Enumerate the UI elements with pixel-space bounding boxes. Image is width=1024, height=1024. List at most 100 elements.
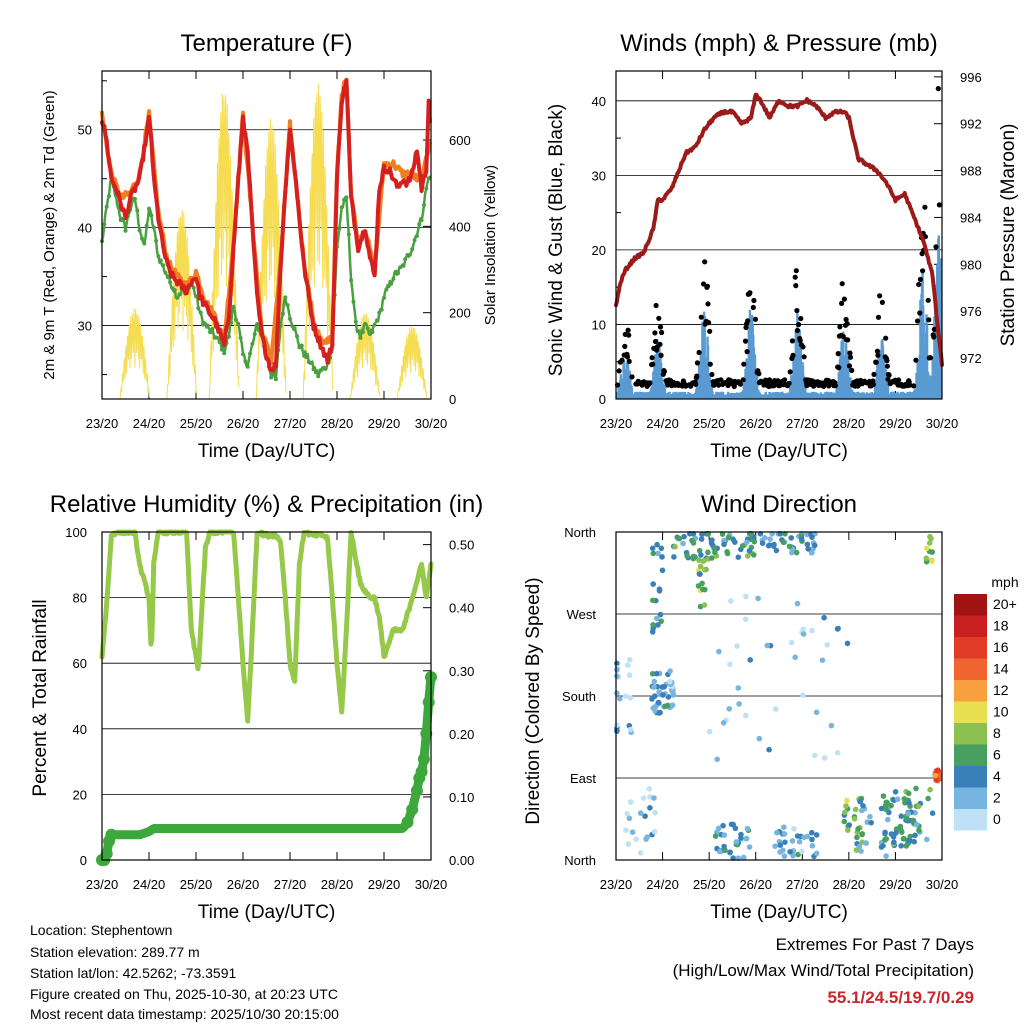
temp-point <box>278 265 283 270</box>
rh-y2tick-label: 0.40 <box>449 601 474 616</box>
dir-point <box>744 553 751 559</box>
temp-point <box>375 318 379 323</box>
wind-speed-bar <box>630 388 634 399</box>
temp-point <box>288 119 292 124</box>
temp-point <box>123 215 128 220</box>
temp-point <box>132 189 137 194</box>
wind-gust-point <box>622 343 628 349</box>
temp-ylabel: 2m & 9m T (Red, Orange) & 2m Td (Green) <box>41 90 58 379</box>
dir-point <box>880 793 887 799</box>
wind-gust-point <box>740 377 746 383</box>
wind-gust-point <box>875 352 881 358</box>
wind-gust-point <box>752 316 759 322</box>
temp-point <box>158 229 163 233</box>
dir-point <box>705 549 711 556</box>
temp-point <box>111 182 116 187</box>
temp-point <box>285 303 290 308</box>
wind-y2tick-label: 992 <box>960 117 982 132</box>
temp-point <box>215 335 220 340</box>
dir-point <box>747 657 753 663</box>
wind-gust-point <box>883 335 889 341</box>
dir-colorbar: mph 20+ 18 16 14 12 10 8 6 4 2 0 <box>954 574 1019 831</box>
wind-gust-point <box>702 259 708 265</box>
temp-y2tick-label: 200 <box>449 306 471 321</box>
dir-point <box>756 735 763 742</box>
wind-ytick-label: 0 <box>599 392 606 407</box>
temp-point <box>346 232 351 237</box>
dir-point <box>746 548 753 554</box>
dir-point <box>868 819 874 826</box>
temp-point <box>342 85 347 90</box>
temp-point <box>323 367 328 371</box>
dir-point <box>735 554 742 560</box>
dir-point <box>700 586 706 593</box>
temp-point <box>266 351 271 356</box>
wind-gust-point <box>839 281 845 287</box>
rh-ylabel: Percent & Total Rainfall <box>30 599 51 796</box>
dir-ytick-label: East <box>570 771 596 786</box>
temp-point <box>332 263 337 268</box>
wind-gust-point <box>616 368 622 374</box>
dir-point <box>751 538 758 545</box>
wind-gust-point <box>925 297 931 303</box>
temp-point <box>252 332 257 337</box>
dir-point <box>771 541 777 548</box>
dir-point <box>743 593 749 600</box>
dir-point <box>643 836 649 842</box>
wind-gust-point <box>936 202 943 208</box>
dir-point <box>791 826 797 832</box>
dir-point <box>765 542 772 549</box>
temp-panel: Temperature (F) Time (Day/UTC) 23/20 24/20 2… <box>41 30 499 462</box>
dir-point <box>617 695 623 702</box>
dir-point <box>629 829 636 835</box>
wind-title: Winds (mph) & Pressure (mb) <box>620 30 937 57</box>
wind-gust-point <box>652 338 659 345</box>
dir-point <box>834 626 841 632</box>
rh-ytick-label: 80 <box>73 591 87 606</box>
temp-point <box>226 334 231 339</box>
temp-point <box>302 261 307 266</box>
dir-point <box>804 541 811 548</box>
rh-y2tick-label: 0.20 <box>449 727 474 742</box>
temp-point <box>191 285 196 290</box>
wind-y2tick-label: 976 <box>960 304 982 319</box>
dir-point <box>696 557 702 563</box>
wind-pressure-line <box>614 92 944 367</box>
wind-gust-point <box>659 329 665 336</box>
temp-point <box>135 208 140 213</box>
temp-xtick-label: 28/20 <box>321 416 354 431</box>
wind-y2tick-label: 996 <box>960 70 982 85</box>
temp-point <box>250 223 255 228</box>
wind-gust-point <box>917 310 923 316</box>
colorbar-label: 0 <box>993 811 1001 827</box>
colorbar-label: 16 <box>993 639 1009 655</box>
wind-gust-point <box>926 317 932 323</box>
rh-precip-point <box>105 828 118 841</box>
temp-title: Temperature (F) <box>180 30 352 57</box>
wind-gust-point <box>913 357 919 363</box>
temp-point <box>132 196 137 201</box>
dir-point <box>696 547 703 554</box>
dir-point <box>706 728 713 735</box>
temp-point <box>231 304 236 309</box>
temp-point <box>389 172 394 176</box>
temp-point <box>264 356 269 361</box>
dir-point <box>796 839 803 845</box>
dir-point <box>656 586 663 592</box>
temp-point <box>391 276 396 281</box>
wind-gust-point <box>915 318 921 324</box>
wind-xtick-label: 25/20 <box>693 416 726 431</box>
dir-point <box>626 672 633 678</box>
temp-point <box>365 326 370 331</box>
wind-gust-point <box>874 348 881 354</box>
temp-point <box>182 284 187 289</box>
temp-point <box>424 169 429 174</box>
wind-ylabel: Sonic Wind & Gust (Blue, Black) <box>546 104 567 376</box>
temp-point <box>391 159 396 164</box>
temp-point <box>396 164 401 169</box>
dir-point <box>766 746 772 753</box>
temp-point <box>194 276 198 281</box>
extremes-values: 55.1/24.5/19.7/0.29 <box>827 988 974 1007</box>
dir-point <box>774 829 780 836</box>
